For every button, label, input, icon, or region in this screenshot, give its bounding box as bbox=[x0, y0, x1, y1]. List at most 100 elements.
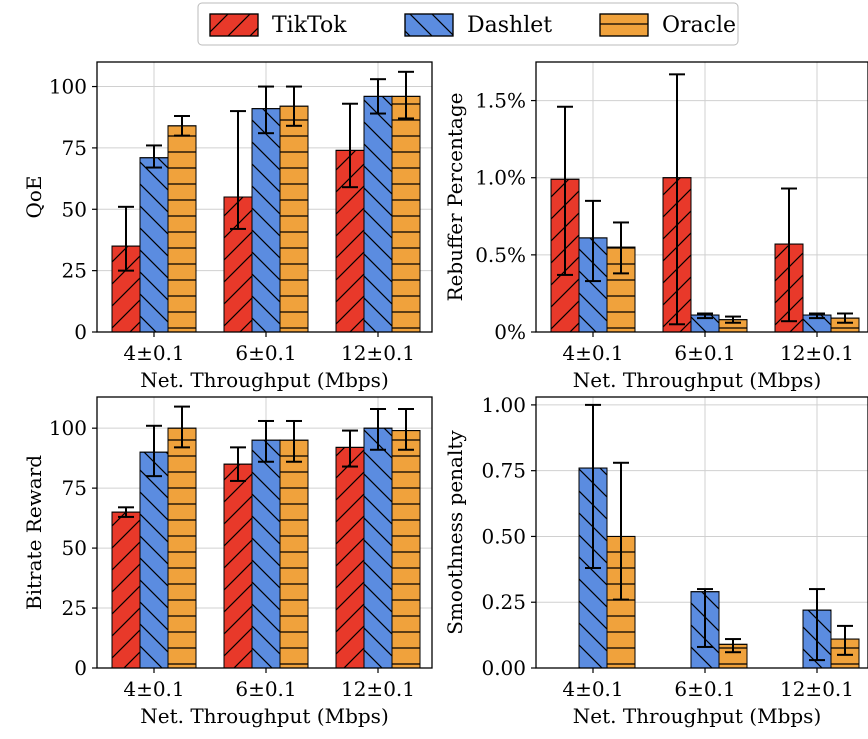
errorbar-rebuffer-tiktok-0 bbox=[557, 105, 573, 276]
errorbar-smoothness-oracle-0 bbox=[613, 461, 629, 601]
errorbar-rebuffer-tiktok-2 bbox=[781, 187, 797, 323]
xtick-label: 12±0.1 bbox=[341, 677, 415, 701]
errorbar-qoe-dashlet-0 bbox=[146, 144, 162, 169]
errorbar-rebuffer-oracle-0 bbox=[613, 221, 629, 275]
legend-label-oracle: Oracle bbox=[662, 13, 736, 38]
y-axis-label: Rebuffer Percentage bbox=[443, 92, 467, 301]
xtick-label: 6±0.1 bbox=[235, 677, 296, 701]
errorbar-qoe-tiktok-0 bbox=[118, 205, 134, 272]
ytick-label: 0.25 bbox=[481, 590, 526, 614]
bar-hatch-bitrate-oracle-2 bbox=[391, 430, 421, 669]
legend-item-dashlet: Dashlet bbox=[404, 13, 552, 38]
legend-label-dashlet: Dashlet bbox=[467, 13, 552, 38]
errorbar-qoe-oracle-1 bbox=[286, 85, 302, 127]
x-axis-label: Net. Throughput (Mbps) bbox=[140, 704, 389, 728]
bar-hatch-qoe-dashlet-2 bbox=[363, 95, 393, 333]
errorbar-qoe-dashlet-2 bbox=[370, 78, 386, 115]
xtick-label: 6±0.1 bbox=[235, 341, 296, 365]
errorbar-rebuffer-tiktok-1 bbox=[669, 73, 685, 326]
errorbar-rebuffer-oracle-2 bbox=[837, 312, 853, 324]
bar-hatch-bitrate-dashlet-0 bbox=[139, 451, 169, 669]
ytick-label: 50 bbox=[62, 536, 87, 560]
errorbar-bitrate-dashlet-1 bbox=[258, 419, 274, 463]
errorbar-qoe-tiktok-2 bbox=[342, 102, 358, 189]
legend-swatch-tiktok-hatch bbox=[209, 13, 259, 37]
legend-item-oracle: Oracle bbox=[599, 13, 736, 38]
xtick-label: 6±0.1 bbox=[674, 677, 735, 701]
errorbar-bitrate-oracle-2 bbox=[398, 407, 414, 451]
ytick-label: 0% bbox=[494, 320, 526, 344]
bar-hatch-bitrate-tiktok-0 bbox=[111, 511, 141, 669]
ytick-label: 1.5% bbox=[475, 89, 526, 113]
errorbar-qoe-dashlet-1 bbox=[258, 85, 274, 135]
errorbar-bitrate-tiktok-1 bbox=[230, 446, 246, 482]
errorbar-bitrate-tiktok-2 bbox=[342, 429, 358, 468]
errorbar-bitrate-tiktok-0 bbox=[118, 506, 134, 518]
errorbar-bitrate-dashlet-0 bbox=[146, 424, 162, 478]
legend-label-tiktok: TikTok bbox=[272, 13, 347, 38]
errorbar-bitrate-dashlet-2 bbox=[370, 407, 386, 451]
axes-frame bbox=[96, 61, 433, 333]
bar-hatch-bitrate-oracle-1 bbox=[279, 439, 309, 669]
y-axis-label: Smoothness penalty bbox=[443, 430, 467, 635]
x-axis-label: Net. Throughput (Mbps) bbox=[140, 368, 389, 392]
ytick-label: 75 bbox=[62, 476, 87, 500]
panel-smoothness: 0.00 0.25 0.50 0.75 1.00 4±0.1 6±0.1 12±0.1 Net.… bbox=[443, 393, 868, 728]
legend-item-tiktok: TikTok bbox=[209, 13, 347, 38]
errorbar-qoe-oracle-2 bbox=[398, 70, 414, 120]
x-axis-label: Net. Throughput (Mbps) bbox=[573, 368, 822, 392]
errorbar-smoothness-oracle-2 bbox=[837, 624, 853, 656]
y-axis-label: QoE bbox=[22, 175, 46, 218]
bar-hatch-qoe-oracle-1 bbox=[279, 105, 309, 333]
xtick-label: 12±0.1 bbox=[341, 341, 415, 365]
panel-qoe: 0 25 50 75 100 4±0.1 6±0.1 12±0.1 Net. Throughpu… bbox=[22, 61, 433, 392]
ytick-label: 25 bbox=[62, 596, 87, 620]
panel-bitrate: 0 25 50 75 100 4±0.1 6±0.1 12±0.1 Net. Throughpu… bbox=[22, 396, 433, 728]
xtick-label: 12±0.1 bbox=[780, 341, 854, 365]
errorbar-bitrate-oracle-1 bbox=[286, 419, 302, 463]
errorbar-smoothness-dashlet-1 bbox=[697, 588, 713, 648]
ytick-label: 0.75 bbox=[481, 459, 526, 483]
errorbar-qoe-tiktok-1 bbox=[230, 110, 246, 230]
errorbar-qoe-oracle-0 bbox=[174, 115, 190, 137]
errorbar-smoothness-dashlet-2 bbox=[809, 588, 825, 662]
ytick-label: 100 bbox=[49, 416, 87, 440]
bar-hatch-qoe-dashlet-1 bbox=[251, 108, 281, 333]
bar-hatch-qoe-dashlet-0 bbox=[139, 157, 169, 333]
axes-frame bbox=[535, 396, 868, 669]
errorbar-rebuffer-dashlet-0 bbox=[585, 199, 601, 283]
xtick-label: 4±0.1 bbox=[123, 677, 184, 701]
errorbar-smoothness-dashlet-0 bbox=[585, 403, 601, 570]
axes-frame bbox=[96, 396, 433, 669]
errorbar-rebuffer-oracle-1 bbox=[725, 315, 741, 324]
bar-hatch-bitrate-tiktok-1 bbox=[223, 463, 253, 669]
ytick-label: 1.00 bbox=[481, 393, 526, 417]
errorbar-rebuffer-dashlet-2 bbox=[809, 312, 825, 320]
legend-swatch-dashlet-hatch bbox=[404, 13, 454, 37]
bar-hatch-bitrate-tiktok-2 bbox=[335, 446, 365, 669]
legend-swatch-oracle-hatch bbox=[599, 13, 649, 37]
ytick-label: 0 bbox=[74, 656, 87, 680]
ytick-label: 0 bbox=[74, 320, 87, 344]
ytick-label: 1.0% bbox=[475, 166, 526, 190]
ytick-label: 50 bbox=[62, 197, 87, 221]
xtick-label: 6±0.1 bbox=[674, 341, 735, 365]
bar-hatch-qoe-oracle-0 bbox=[167, 125, 197, 333]
ytick-label: 75 bbox=[62, 136, 87, 160]
legend: TikTok Dashlet Oracle bbox=[197, 2, 739, 46]
errorbar-bitrate-oracle-0 bbox=[174, 405, 190, 449]
errorbar-rebuffer-dashlet-1 bbox=[697, 312, 713, 320]
panel-rebuffer: 0% 0.5% 1.0% 1.5% 4±0.1 6±0.1 12±0.1 Net. Throu… bbox=[443, 61, 868, 392]
y-axis-label: Bitrate Reward bbox=[22, 455, 46, 610]
xtick-label: 4±0.1 bbox=[562, 677, 623, 701]
ytick-label: 0.5% bbox=[475, 243, 526, 267]
axes-frame bbox=[535, 61, 868, 333]
bar-hatch-bitrate-oracle-0 bbox=[167, 427, 197, 669]
ytick-label: 25 bbox=[62, 259, 87, 283]
errorbar-smoothness-oracle-1 bbox=[725, 638, 741, 654]
ytick-label: 100 bbox=[49, 75, 87, 99]
bar-hatch-bitrate-dashlet-1 bbox=[251, 439, 281, 669]
ytick-label: 0.00 bbox=[481, 656, 526, 680]
xtick-label: 4±0.1 bbox=[123, 341, 184, 365]
